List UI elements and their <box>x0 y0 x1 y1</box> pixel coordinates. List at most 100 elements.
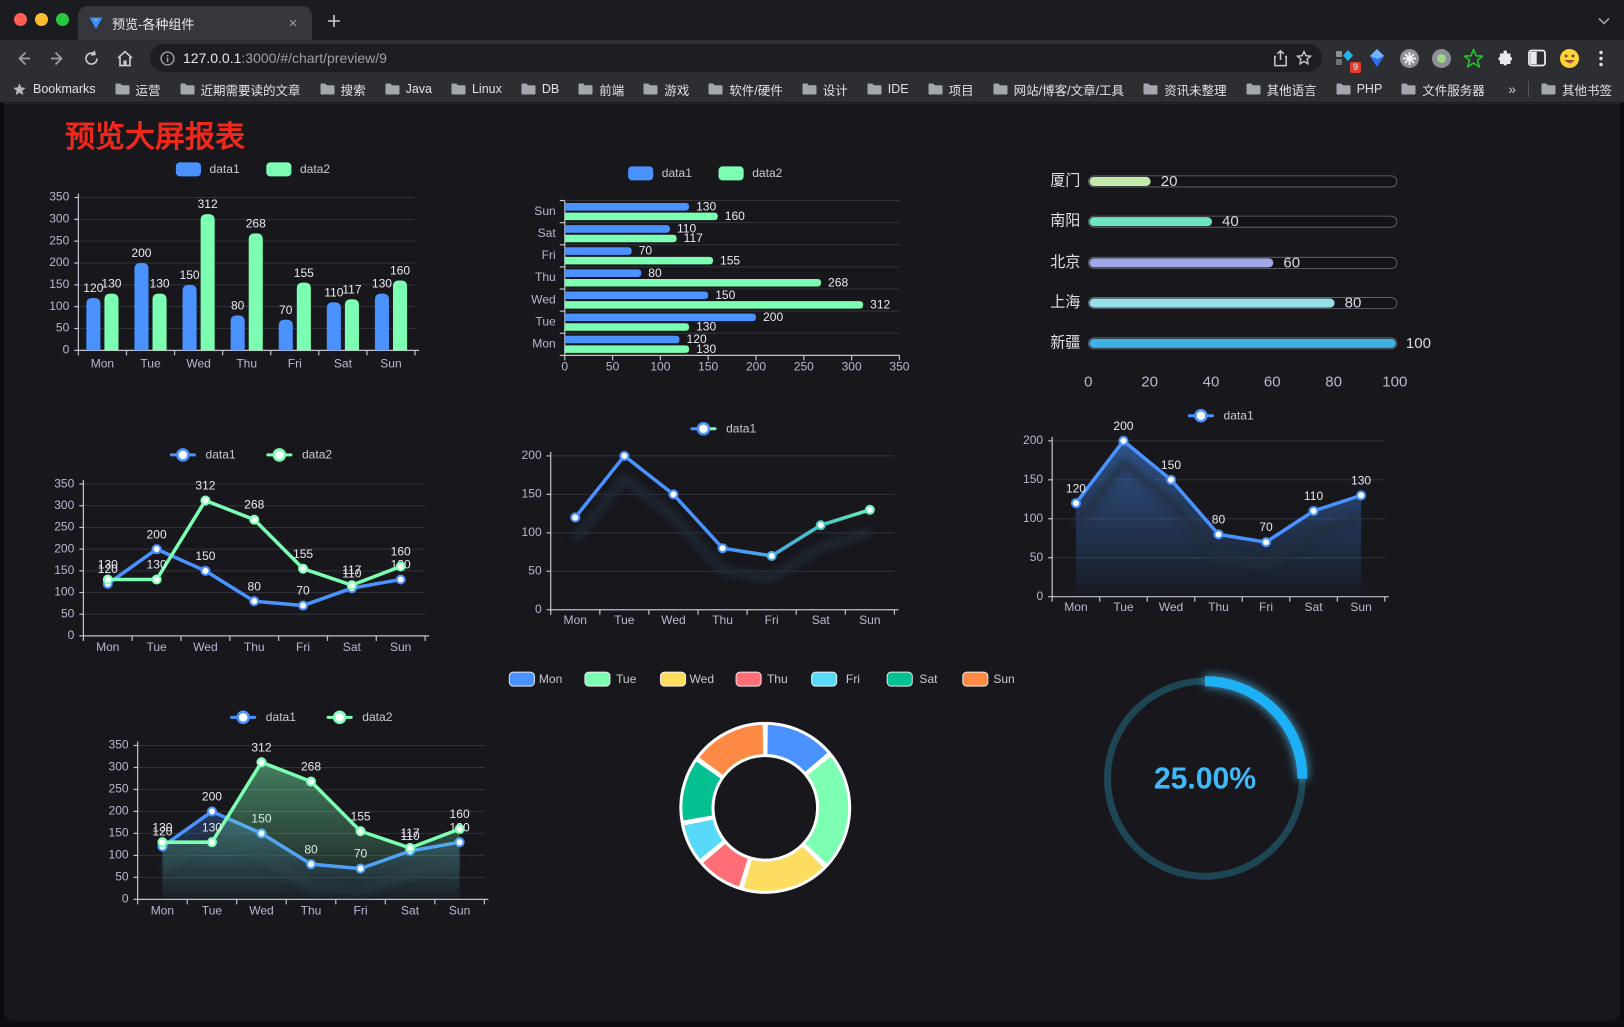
bookmark-folder-item[interactable]: 游戏 <box>643 80 689 99</box>
bookmark-folder-item[interactable]: Linux <box>451 82 502 96</box>
pie-slice-Sun[interactable] <box>695 721 767 779</box>
bookmark-label: 搜索 <box>340 83 366 98</box>
url-host: 127.0.0.1 <box>183 50 242 66</box>
tab-search-chevron-icon[interactable] <box>1598 12 1610 30</box>
bookmark-label: DB <box>541 82 560 96</box>
close-window-button[interactable] <box>14 13 27 26</box>
legend-item-data1[interactable]: data1 <box>175 162 240 177</box>
svg-text:300: 300 <box>54 498 74 512</box>
blue-gem-icon[interactable] <box>1364 45 1390 71</box>
blocker-icon[interactable]: 9 <box>1332 45 1361 73</box>
pie-slice-Sat[interactable] <box>679 758 724 824</box>
titlebar: 预览-各种组件 × <box>0 0 1624 40</box>
address-bar[interactable]: 127.0.0.1:3000/#/chart/preview/9 <box>150 44 1322 72</box>
other-bookmarks-folder[interactable]: 其他书签 <box>1541 80 1612 99</box>
minimize-window-button[interactable] <box>35 13 48 26</box>
svg-text:Sat: Sat <box>1305 600 1324 614</box>
svg-text:Fri: Fri <box>1259 600 1273 614</box>
pie-slice-Mon[interactable] <box>764 721 832 776</box>
bookmark-folder-item[interactable]: 文件服务器 <box>1401 80 1485 99</box>
split-panel-icon[interactable] <box>1524 45 1550 71</box>
bookmark-folder-item[interactable]: 项目 <box>928 80 974 99</box>
svg-text:Sat: Sat <box>919 672 938 686</box>
url-text[interactable]: 127.0.0.1:3000/#/chart/preview/9 <box>183 50 1265 66</box>
folder-icon <box>385 83 400 95</box>
svg-text:117: 117 <box>400 826 419 840</box>
legend-item-data2[interactable]: data2 <box>266 448 332 462</box>
site-info-icon[interactable] <box>160 50 175 66</box>
chart-line-two-series[interactable]: data1 data2 0 50 100 150 200 250 300 350 Mon Tue Wed… <box>54 448 430 655</box>
svg-text:20: 20 <box>1141 374 1158 391</box>
tab-close-icon[interactable]: × <box>288 14 298 32</box>
folder-icon <box>1246 83 1261 95</box>
bookmark-label: 网站/博客/文章/工具 <box>1013 83 1125 98</box>
chart-pie-donut[interactable]: Mon Tue Wed Thu Fri Sat Sun <box>508 671 1015 894</box>
bookmark-folder-item[interactable]: 软件/硬件 <box>708 80 783 99</box>
chart-gauge-ring[interactable]: 25.00% <box>1103 676 1308 880</box>
chart-bar-grouped[interactable]: data1 data2 0 50 100 150 200 250 300 350 Mon Tue Wed… <box>49 162 420 371</box>
green-dot-circle-icon[interactable] <box>1428 45 1454 71</box>
chart-area-two-series[interactable]: data1 data2 0 50 100 150 200 250 300 350 Mon Tue Wed… <box>109 710 489 918</box>
command-circle-icon[interactable] <box>1396 45 1422 71</box>
chart-line-gradient[interactable]: data1 0 50 100 150 200 Mon Tue Wed Thu Fri Sat Sun <box>522 421 899 627</box>
pie-slice-Tue[interactable] <box>801 753 852 868</box>
bookmark-folder-item[interactable]: Java <box>385 82 432 96</box>
chart-area-single[interactable]: data1 0 50 100 150 200 Mon Tue Wed Thu Fri Sat Sun 12… <box>1023 408 1389 614</box>
new-tab-button[interactable] <box>320 9 348 37</box>
browser-menu-icon[interactable] <box>1586 43 1616 73</box>
bookmark-folder-item[interactable]: 网站/博客/文章/工具 <box>993 80 1124 99</box>
bookmark-folder-item[interactable]: 近期需要读的文章 <box>180 80 301 99</box>
back-button[interactable] <box>8 43 38 73</box>
emoji-face-icon[interactable] <box>1556 45 1582 71</box>
home-button[interactable] <box>110 43 140 73</box>
legend-item-data1[interactable]: data1 <box>230 710 296 725</box>
bookmark-folder-item[interactable]: 前端 <box>578 80 624 99</box>
bookmark-folder-item[interactable]: PHP <box>1336 82 1382 96</box>
legend-item-data1[interactable]: data1 <box>1187 408 1254 423</box>
svg-text:117: 117 <box>684 231 703 245</box>
bookmark-folder-item[interactable]: 其他语言 <box>1246 80 1317 99</box>
bookmark-label: 软件/硬件 <box>729 83 783 98</box>
bookmark-folder-item[interactable]: 搜索 <box>320 80 366 99</box>
pie-slice-Wed[interactable] <box>740 843 827 894</box>
bookmark-folder-item[interactable]: DB <box>521 82 559 96</box>
bookmark-folder-item[interactable]: IDE <box>867 82 909 96</box>
chart-progress-bars[interactable]: 厦门 20 南阳 40 北京 60 上海 80 新疆 100 0 20 40 60 80 100 <box>1050 172 1431 390</box>
reload-button[interactable] <box>76 43 106 73</box>
legend-item-Fri[interactable]: Fri <box>811 671 860 687</box>
bookmark-folder-item[interactable]: 设计 <box>802 80 848 99</box>
bookmarks-manager[interactable]: Bookmarks <box>12 82 96 97</box>
legend-item-data1[interactable]: data1 <box>628 166 692 181</box>
bookmark-folder-item[interactable]: 资讯未整理 <box>1143 80 1227 99</box>
svg-text:117: 117 <box>342 282 361 296</box>
share-icon[interactable] <box>1273 49 1288 67</box>
legend-item-Sat[interactable]: Sat <box>886 671 938 687</box>
pie-slice-Thu[interactable] <box>699 840 752 890</box>
legend-item-data2[interactable]: data2 <box>326 710 393 725</box>
svg-text:Wed: Wed <box>689 672 714 686</box>
puzzle-icon[interactable] <box>1492 45 1518 71</box>
svg-text:Mon: Mon <box>96 640 119 654</box>
browser-tab[interactable]: 预览-各种组件 × <box>78 6 312 40</box>
pie-slice-Fri[interactable] <box>680 816 727 863</box>
legend-item-Sun[interactable]: Sun <box>962 671 1015 687</box>
svg-text:50: 50 <box>115 870 129 884</box>
svg-text:200: 200 <box>109 804 129 818</box>
legend-item-Mon[interactable]: Mon <box>508 671 562 687</box>
legend-item-data1[interactable]: data1 <box>690 421 757 436</box>
bookmark-folder-item[interactable]: 运营 <box>115 80 161 99</box>
legend-item-Wed[interactable]: Wed <box>659 671 714 687</box>
legend-item-data2[interactable]: data2 <box>266 162 330 177</box>
legend-item-Tue[interactable]: Tue <box>584 671 637 687</box>
legend-item-Thu[interactable]: Thu <box>735 671 788 687</box>
bookmark-star-icon[interactable] <box>1296 50 1312 66</box>
svg-text:110: 110 <box>342 566 361 580</box>
svg-text:250: 250 <box>54 520 74 534</box>
bookmarks-overflow-chevron[interactable]: » <box>1508 81 1516 97</box>
maximize-window-button[interactable] <box>56 13 69 26</box>
legend-item-data2[interactable]: data2 <box>718 166 783 181</box>
legend-item-data1[interactable]: data1 <box>169 448 236 462</box>
forward-button[interactable] <box>42 43 72 73</box>
green-star-icon[interactable] <box>1460 45 1486 71</box>
